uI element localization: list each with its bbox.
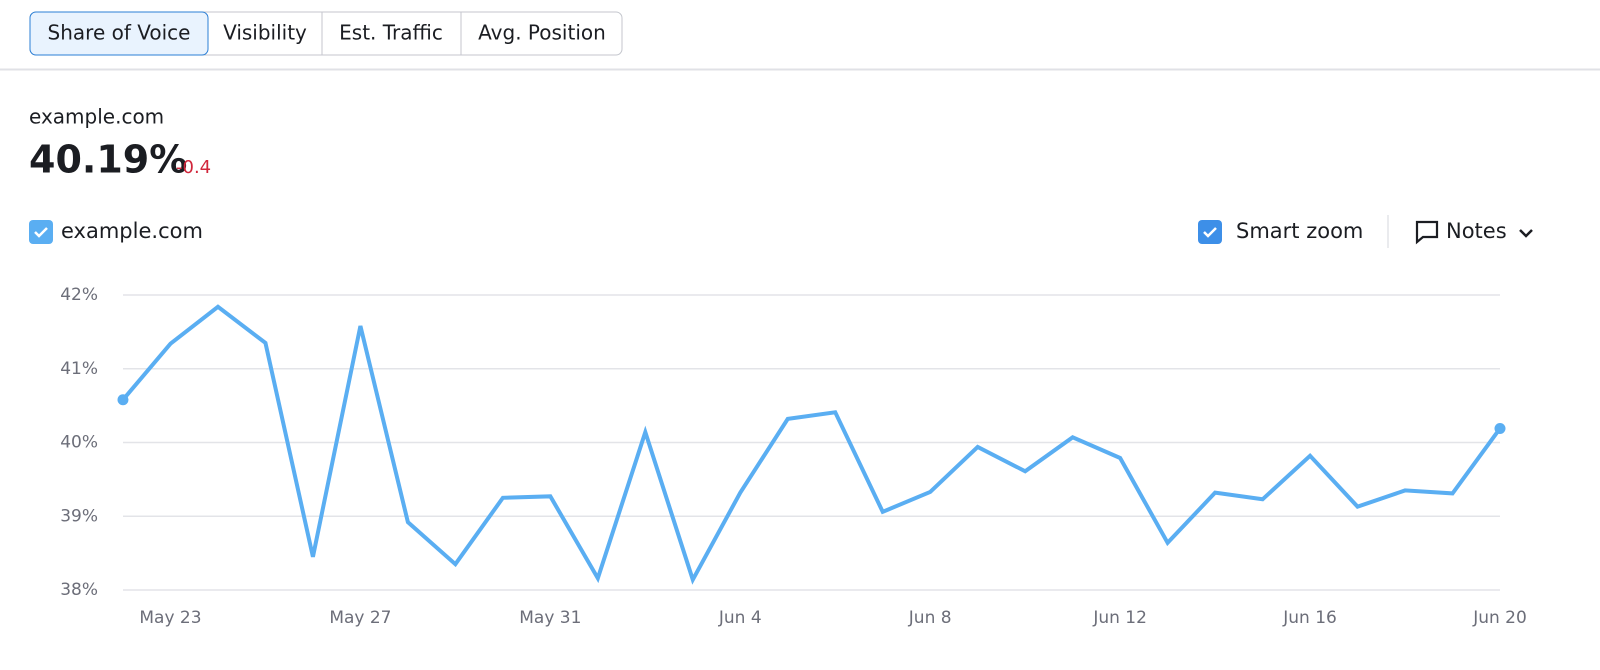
chart: 38% 39% 40% 41% 42% May 23 May 27 May 31 Jun 4 Ju…: [60, 285, 1527, 628]
tab[interactable]: Share of Voice: [48, 21, 191, 45]
notes-button[interactable]: Notes: [1446, 219, 1507, 243]
line-series: [121, 304, 1502, 585]
domain: example.com: [29, 105, 164, 129]
tab[interactable]: Visibility: [223, 21, 307, 45]
x-tick-label: Jun 8: [908, 608, 952, 628]
end-point: [1494, 422, 1506, 434]
y-tick-label: 38%: [60, 580, 98, 600]
check-icon: [34, 227, 48, 238]
legend-checkbox[interactable]: [29, 220, 53, 244]
smart-zoom-checkbox[interactable]: [1198, 220, 1222, 244]
metric-value: 40.19%: [29, 138, 187, 182]
y-tick-label: 39%: [60, 506, 98, 526]
x-tick-label: Jun 12: [1092, 608, 1147, 628]
x-tick-label: May 31: [519, 608, 581, 628]
x-tick-label: May 27: [329, 608, 391, 628]
tab-active[interactable]: [29, 11, 209, 56]
tab[interactable]: Est. Traffic: [339, 21, 443, 45]
check-icon: [1203, 227, 1217, 238]
x-tick-label: Jun 20: [1472, 608, 1527, 628]
x-tick-label: May 23: [139, 608, 201, 628]
end-point: [117, 394, 129, 406]
y-tick-label: 42%: [60, 285, 98, 305]
smart-zoom-label[interactable]: Smart zoom: [1236, 219, 1363, 243]
legend-label[interactable]: example.com: [61, 219, 203, 243]
x-tick-label: Jun 16: [1282, 608, 1337, 628]
y-tick-label: 41%: [60, 359, 98, 379]
tab[interactable]: Avg. Position: [478, 21, 606, 45]
metric-change: -0.4: [176, 157, 211, 178]
tab-bar: Share of Voice Visibility Est. Traffic A…: [29, 11, 623, 56]
notes-icon: [1415, 220, 1439, 245]
chevron[interactable]: [1519, 229, 1533, 238]
y-tick-label: 40%: [60, 433, 98, 453]
x-tick-label: Jun 4: [718, 608, 762, 628]
